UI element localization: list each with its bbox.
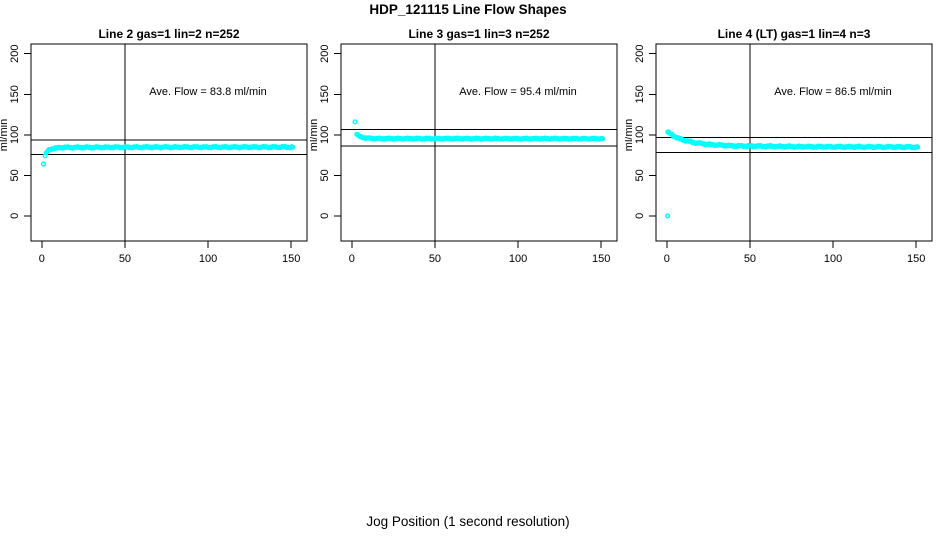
y-tick-label: 100 bbox=[9, 126, 21, 144]
avg-flow-annotation: Ave. Flow = 83.8 ml/min bbox=[149, 86, 266, 98]
y-tick-label: 150 bbox=[634, 85, 646, 103]
axis-box bbox=[340, 43, 618, 242]
y-tick-label: 50 bbox=[319, 169, 331, 181]
avg-flow-annotation: Ave. Flow = 95.4 ml/min bbox=[459, 86, 576, 98]
axis-box bbox=[655, 43, 933, 242]
x-tick-label: 0 bbox=[39, 253, 45, 265]
y-tick-label: 200 bbox=[319, 45, 331, 63]
x-tick-label: 100 bbox=[199, 253, 217, 265]
y-tick-label: 100 bbox=[634, 126, 646, 144]
x-tick-label: 100 bbox=[509, 253, 527, 265]
panel-title: Line 4 (LT) gas=1 lin=4 n=3 bbox=[718, 27, 871, 41]
outlier-point bbox=[352, 119, 358, 125]
x-tick-label: 50 bbox=[119, 253, 131, 265]
figure-title: HDP_121115 Line Flow Shapes bbox=[369, 2, 567, 17]
y-tick-label: 150 bbox=[9, 85, 21, 103]
y-tick-label: 0 bbox=[319, 213, 331, 219]
panel-line-2: Line 2 gas=1 lin=2 n=252 ml/min Ave. Flo… bbox=[0, 18, 312, 270]
x-tick-label: 150 bbox=[592, 253, 610, 265]
panel-line-3: Line 3 gas=1 lin=3 n=252 ml/min Ave. Flo… bbox=[310, 18, 622, 270]
y-axis-label: ml/min bbox=[0, 119, 10, 151]
axis-box bbox=[30, 43, 308, 242]
x-tick-label: 150 bbox=[282, 253, 300, 265]
panel-title: Line 3 gas=1 lin=3 n=252 bbox=[408, 27, 549, 41]
x-tick-label: 50 bbox=[744, 253, 756, 265]
panel-title: Line 2 gas=1 lin=2 n=252 bbox=[98, 27, 239, 41]
x-tick-label: 150 bbox=[907, 253, 925, 265]
plot-region: 0 50 100 150 0 50 100 150 200 bbox=[9, 43, 308, 265]
y-axis-label: ml/min bbox=[310, 119, 320, 151]
data-point bbox=[290, 144, 296, 150]
y-axis-label: ml/min bbox=[625, 119, 635, 151]
y-tick-label: 0 bbox=[9, 213, 21, 219]
data-point bbox=[600, 136, 606, 142]
outlier-point bbox=[40, 161, 47, 167]
y-tick-label: 200 bbox=[9, 45, 21, 63]
x-tick-label: 50 bbox=[429, 253, 441, 265]
y-tick-label: 100 bbox=[319, 126, 331, 144]
avg-flow-annotation: Ave. Flow = 86.5 ml/min bbox=[774, 86, 891, 98]
plot-region: 0 50 100 150 0 50 100 150 200 bbox=[319, 43, 618, 265]
y-tick-label: 150 bbox=[319, 85, 331, 103]
plot-region: 0 50 100 150 0 50 100 150 200 bbox=[634, 43, 933, 265]
outlier-point bbox=[665, 213, 671, 219]
panel-line-4: Line 4 (LT) gas=1 lin=4 n=3 ml/min Ave. … bbox=[625, 18, 936, 270]
x-axis-label: Jog Position (1 second resolution) bbox=[366, 514, 570, 529]
panel-line-4-svg: Line 4 (LT) gas=1 lin=4 n=3 ml/min Ave. … bbox=[625, 27, 933, 265]
y-tick-label: 200 bbox=[634, 45, 646, 63]
y-tick-label: 0 bbox=[634, 213, 646, 219]
x-tick-label: 0 bbox=[664, 253, 670, 265]
data-point bbox=[915, 144, 921, 150]
panel-line-3-svg: Line 3 gas=1 lin=3 n=252 ml/min Ave. Flo… bbox=[310, 27, 618, 265]
y-tick-label: 50 bbox=[9, 169, 21, 181]
x-tick-label: 100 bbox=[824, 253, 842, 265]
x-tick-label: 0 bbox=[349, 253, 355, 265]
panel-line-2-svg: Line 2 gas=1 lin=2 n=252 ml/min Ave. Flo… bbox=[0, 27, 308, 265]
y-tick-label: 50 bbox=[634, 169, 646, 181]
